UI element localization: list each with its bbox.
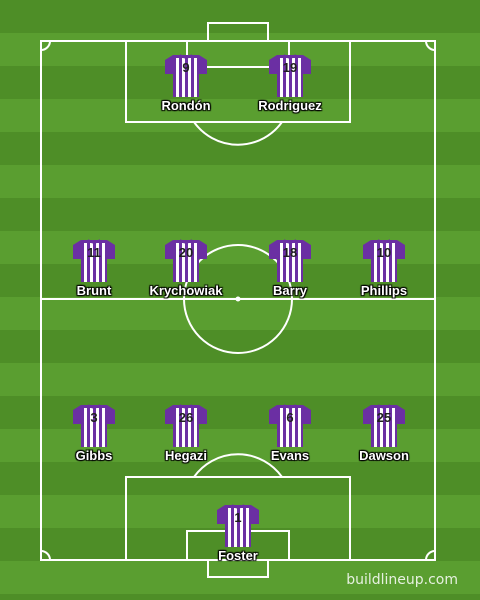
player-shirt: 1 — [214, 500, 262, 548]
shirt-icon — [165, 404, 207, 447]
shirt-number: 11 — [87, 245, 101, 260]
shirt-number: 18 — [282, 245, 298, 260]
player-name: Dawson — [359, 448, 409, 463]
player-shirt: 25 — [360, 400, 408, 448]
player-brunt: 11 Brunt — [39, 235, 149, 307]
shirt-number: 26 — [178, 410, 194, 425]
top-penalty-arc — [193, 121, 283, 146]
shirt-icon — [217, 504, 259, 547]
player-krychowiak: 20 Krychowiak — [131, 235, 241, 307]
shirt-number: 25 — [376, 410, 392, 425]
shirt-icon — [269, 404, 311, 447]
corner-arc-bottom-left — [40, 550, 51, 561]
player-rodriguez: 19 Rodriguez — [235, 50, 345, 122]
player-hegazi: 26 Hegazi — [131, 400, 241, 472]
shirt-number: 20 — [178, 245, 194, 260]
player-name: Rondón — [161, 98, 211, 113]
player-name: Evans — [270, 448, 310, 463]
corner-arc-bottom-right — [425, 550, 436, 561]
player-shirt: 9 — [162, 50, 210, 98]
player-name: Rodriguez — [258, 98, 322, 113]
shirt-icon — [165, 239, 207, 282]
player-shirt: 20 — [162, 235, 210, 283]
shirt-number: 10 — [376, 245, 392, 260]
shirt-number: 9 — [182, 60, 190, 75]
player-shirt: 10 — [360, 235, 408, 283]
shirt-icon — [73, 404, 115, 447]
watermark: buildlineup.com — [346, 572, 458, 588]
player-name: Brunt — [76, 283, 112, 298]
player-name: Gibbs — [75, 448, 113, 463]
player-shirt: 18 — [266, 235, 314, 283]
shirt-icon — [363, 239, 405, 282]
player-name: Krychowiak — [149, 283, 223, 298]
player-name: Phillips — [360, 283, 408, 298]
player-barry: 18 Barry — [235, 235, 345, 307]
shirt-icon — [269, 239, 311, 282]
bottom-goal — [207, 559, 269, 578]
player-shirt: 26 — [162, 400, 210, 448]
player-shirt: 3 — [70, 400, 118, 448]
shirt-icon — [165, 54, 207, 97]
player-shirt: 6 — [266, 400, 314, 448]
center-spot — [235, 296, 241, 302]
shirt-icon — [363, 404, 405, 447]
player-gibbs: 3 Gibbs — [39, 400, 149, 472]
player-name: Foster — [218, 548, 258, 563]
shirt-number: 3 — [90, 410, 98, 425]
shirt-number: 6 — [286, 410, 294, 425]
player-rond-n: 9 Rondón — [131, 50, 241, 122]
player-evans: 6 Evans — [235, 400, 345, 472]
bottom-penalty-arc — [193, 453, 283, 478]
player-shirt: 19 — [266, 50, 314, 98]
player-name: Hegazi — [165, 448, 207, 463]
corner-arc-top-right — [425, 40, 436, 51]
shirt-icon — [269, 54, 311, 97]
player-name: Barry — [273, 283, 307, 298]
player-shirt: 11 — [70, 235, 118, 283]
player-phillips: 10 Phillips — [329, 235, 439, 307]
corner-arc-top-left — [40, 40, 51, 51]
top-goal — [207, 22, 269, 42]
shirt-number: 1 — [234, 510, 242, 525]
shirt-number: 19 — [282, 60, 298, 75]
center-circle — [183, 244, 293, 354]
player-dawson: 25 Dawson — [329, 400, 439, 472]
player-foster: 1 Foster — [183, 500, 293, 572]
shirt-icon — [73, 239, 115, 282]
